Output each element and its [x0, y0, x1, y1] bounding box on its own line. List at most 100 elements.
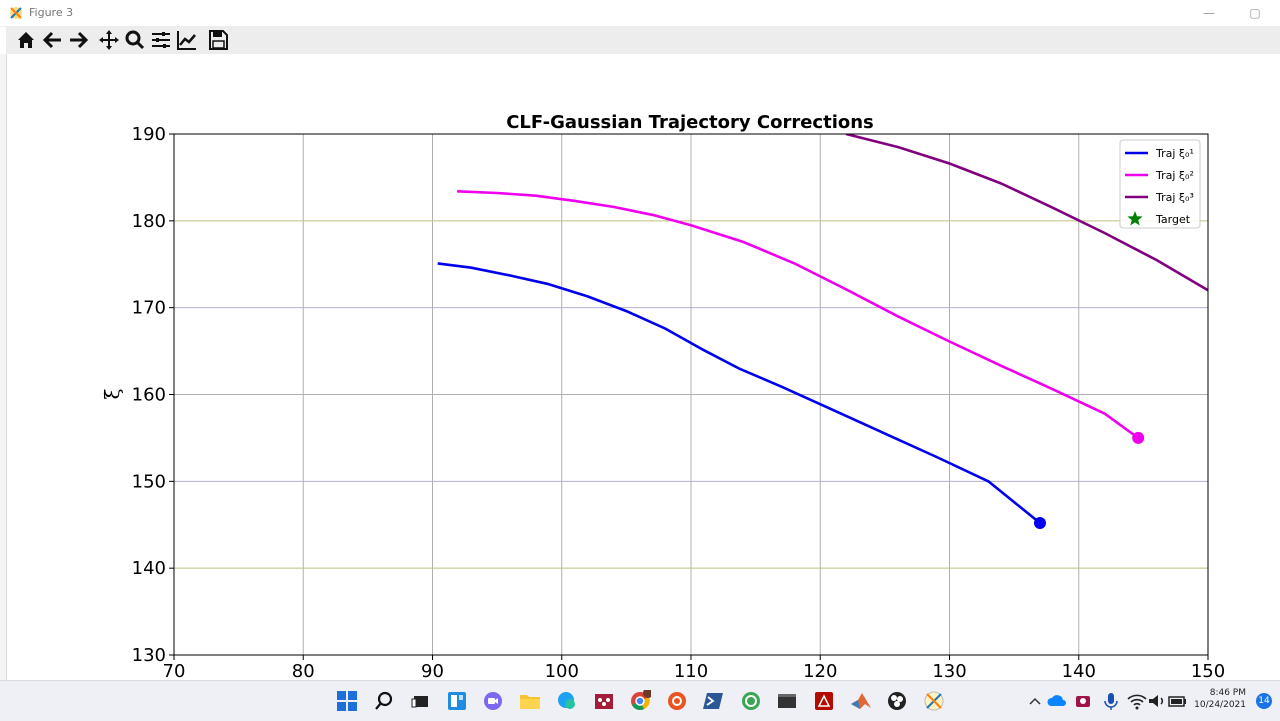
system-clock[interactable]: 8:46 PM 10/24/2021 — [1194, 687, 1246, 711]
microphone-icon — [1104, 693, 1118, 710]
line-chart[interactable]: CLF-Gaussian Trajectory Corrections 70 80… — [7, 54, 1280, 680]
terminal-button[interactable] — [776, 690, 798, 712]
widgets-button[interactable] — [446, 690, 468, 712]
legend-label: Traj ξ₀¹ — [1155, 147, 1194, 160]
series-group — [437, 134, 1208, 525]
ubuntu-icon — [668, 692, 686, 710]
forward-button[interactable] — [66, 28, 90, 52]
y-axis-label: ξ̇ — [100, 388, 124, 399]
y-tick-label: 140 — [132, 558, 166, 579]
x-tick-label: 120 — [803, 661, 837, 680]
powershell-button[interactable] — [702, 690, 724, 712]
window-titlebar: Figure 3 — ▢ — [0, 0, 1280, 27]
zoom-icon — [125, 30, 145, 50]
onedrive-button[interactable] — [1046, 690, 1068, 712]
y-tick-label: 150 — [132, 471, 166, 492]
widgets-icon — [448, 692, 466, 710]
chat-icon — [484, 692, 502, 710]
dropbox-icon — [1076, 696, 1090, 707]
app-button-1[interactable] — [593, 690, 615, 712]
x-tick-label: 150 — [1191, 661, 1225, 680]
microphone-button[interactable] — [1100, 690, 1122, 712]
chat-button[interactable] — [482, 690, 504, 712]
edit-axes-button[interactable] — [175, 28, 199, 52]
search-icon — [375, 691, 393, 710]
notification-badge[interactable]: 14 — [1256, 693, 1272, 709]
wifi-button[interactable] — [1126, 690, 1148, 712]
pdf-icon — [815, 692, 833, 710]
series-line-2 — [457, 190, 1139, 439]
obs-button[interactable] — [886, 690, 908, 712]
obs-icon — [888, 692, 906, 710]
chrome-button[interactable] — [629, 690, 651, 712]
y-tick-label: 160 — [132, 385, 166, 406]
legend-box — [1119, 139, 1201, 229]
matplotlib-app-icon — [9, 5, 23, 19]
pan-button[interactable] — [97, 28, 121, 52]
save-icon — [209, 30, 228, 50]
wifi-icon — [1127, 694, 1147, 710]
pan-icon — [99, 30, 119, 50]
store-icon — [595, 694, 613, 709]
window-title: Figure 3 — [29, 6, 74, 19]
chrome-icon — [631, 690, 651, 710]
home-button[interactable] — [14, 28, 38, 52]
cloud-icon — [1047, 695, 1066, 706]
start-button[interactable] — [336, 690, 358, 712]
x-tick-label: 90 — [421, 661, 444, 680]
figure-toolbar — [6, 26, 1280, 54]
windows-icon — [337, 691, 357, 711]
back-button[interactable] — [41, 28, 65, 52]
task-view-icon — [411, 696, 428, 708]
maximize-button[interactable]: ▢ — [1249, 6, 1261, 20]
edge-button[interactable] — [556, 690, 578, 712]
matlab-icon — [851, 693, 871, 709]
zoom-button[interactable] — [123, 28, 147, 52]
save-button[interactable] — [206, 28, 230, 52]
x-tick-label: 100 — [545, 661, 579, 680]
legend-label: Target — [1155, 213, 1191, 226]
figure-window-button[interactable] — [923, 690, 945, 712]
battery-icon — [1168, 696, 1186, 707]
dropbox-button[interactable] — [1072, 690, 1094, 712]
browser-search-icon — [558, 692, 575, 709]
axes-icon — [177, 31, 196, 50]
app-button-2[interactable] — [740, 690, 762, 712]
folder-icon — [520, 695, 540, 709]
minimize-button[interactable]: — — [1203, 6, 1215, 20]
task-view-button[interactable] — [410, 690, 432, 712]
x-tick-label: 70 — [163, 661, 186, 680]
clock-date: 10/24/2021 — [1194, 700, 1246, 710]
terminal-icon — [778, 694, 796, 708]
powershell-icon — [703, 693, 723, 709]
taskbar: 8:46 PM 10/24/2021 14 — [0, 680, 1280, 721]
series-line-3 — [845, 134, 1208, 292]
chevron-up-icon — [1029, 697, 1041, 705]
x-tick-labels: 70 80 90 100 110 120 130 140 150 — [163, 655, 1225, 680]
series-line-1 — [437, 262, 1041, 525]
file-explorer-button[interactable] — [519, 690, 541, 712]
x-tick-label: 140 — [1062, 661, 1096, 680]
x-tick-label: 130 — [932, 661, 966, 680]
matlab-button[interactable] — [850, 690, 872, 712]
battery-button[interactable] — [1166, 690, 1188, 712]
subplots-button[interactable] — [149, 28, 173, 52]
search-button[interactable] — [373, 690, 395, 712]
tray-chevron[interactable] — [1024, 690, 1041, 712]
window-edge — [0, 54, 6, 680]
legend-label: Traj ξ₀² — [1155, 169, 1194, 182]
green-app-icon — [742, 692, 760, 710]
y-tick-label: 190 — [132, 124, 166, 145]
back-icon — [42, 31, 61, 49]
ubuntu-button[interactable] — [666, 690, 688, 712]
matplotlib-icon — [924, 691, 944, 711]
y-tick-label: 130 — [132, 645, 166, 666]
chart-title: CLF-Gaussian Trajectory Corrections — [506, 112, 874, 133]
series-endpoint-1 — [1033, 517, 1046, 530]
y-tick-label: 180 — [132, 211, 166, 232]
subplots-icon — [152, 32, 170, 48]
figure-canvas[interactable]: CLF-Gaussian Trajectory Corrections 70 80… — [6, 54, 1280, 680]
volume-button[interactable] — [1146, 690, 1168, 712]
acrobat-button[interactable] — [813, 690, 835, 712]
endpoint-markers — [1033, 431, 1145, 530]
